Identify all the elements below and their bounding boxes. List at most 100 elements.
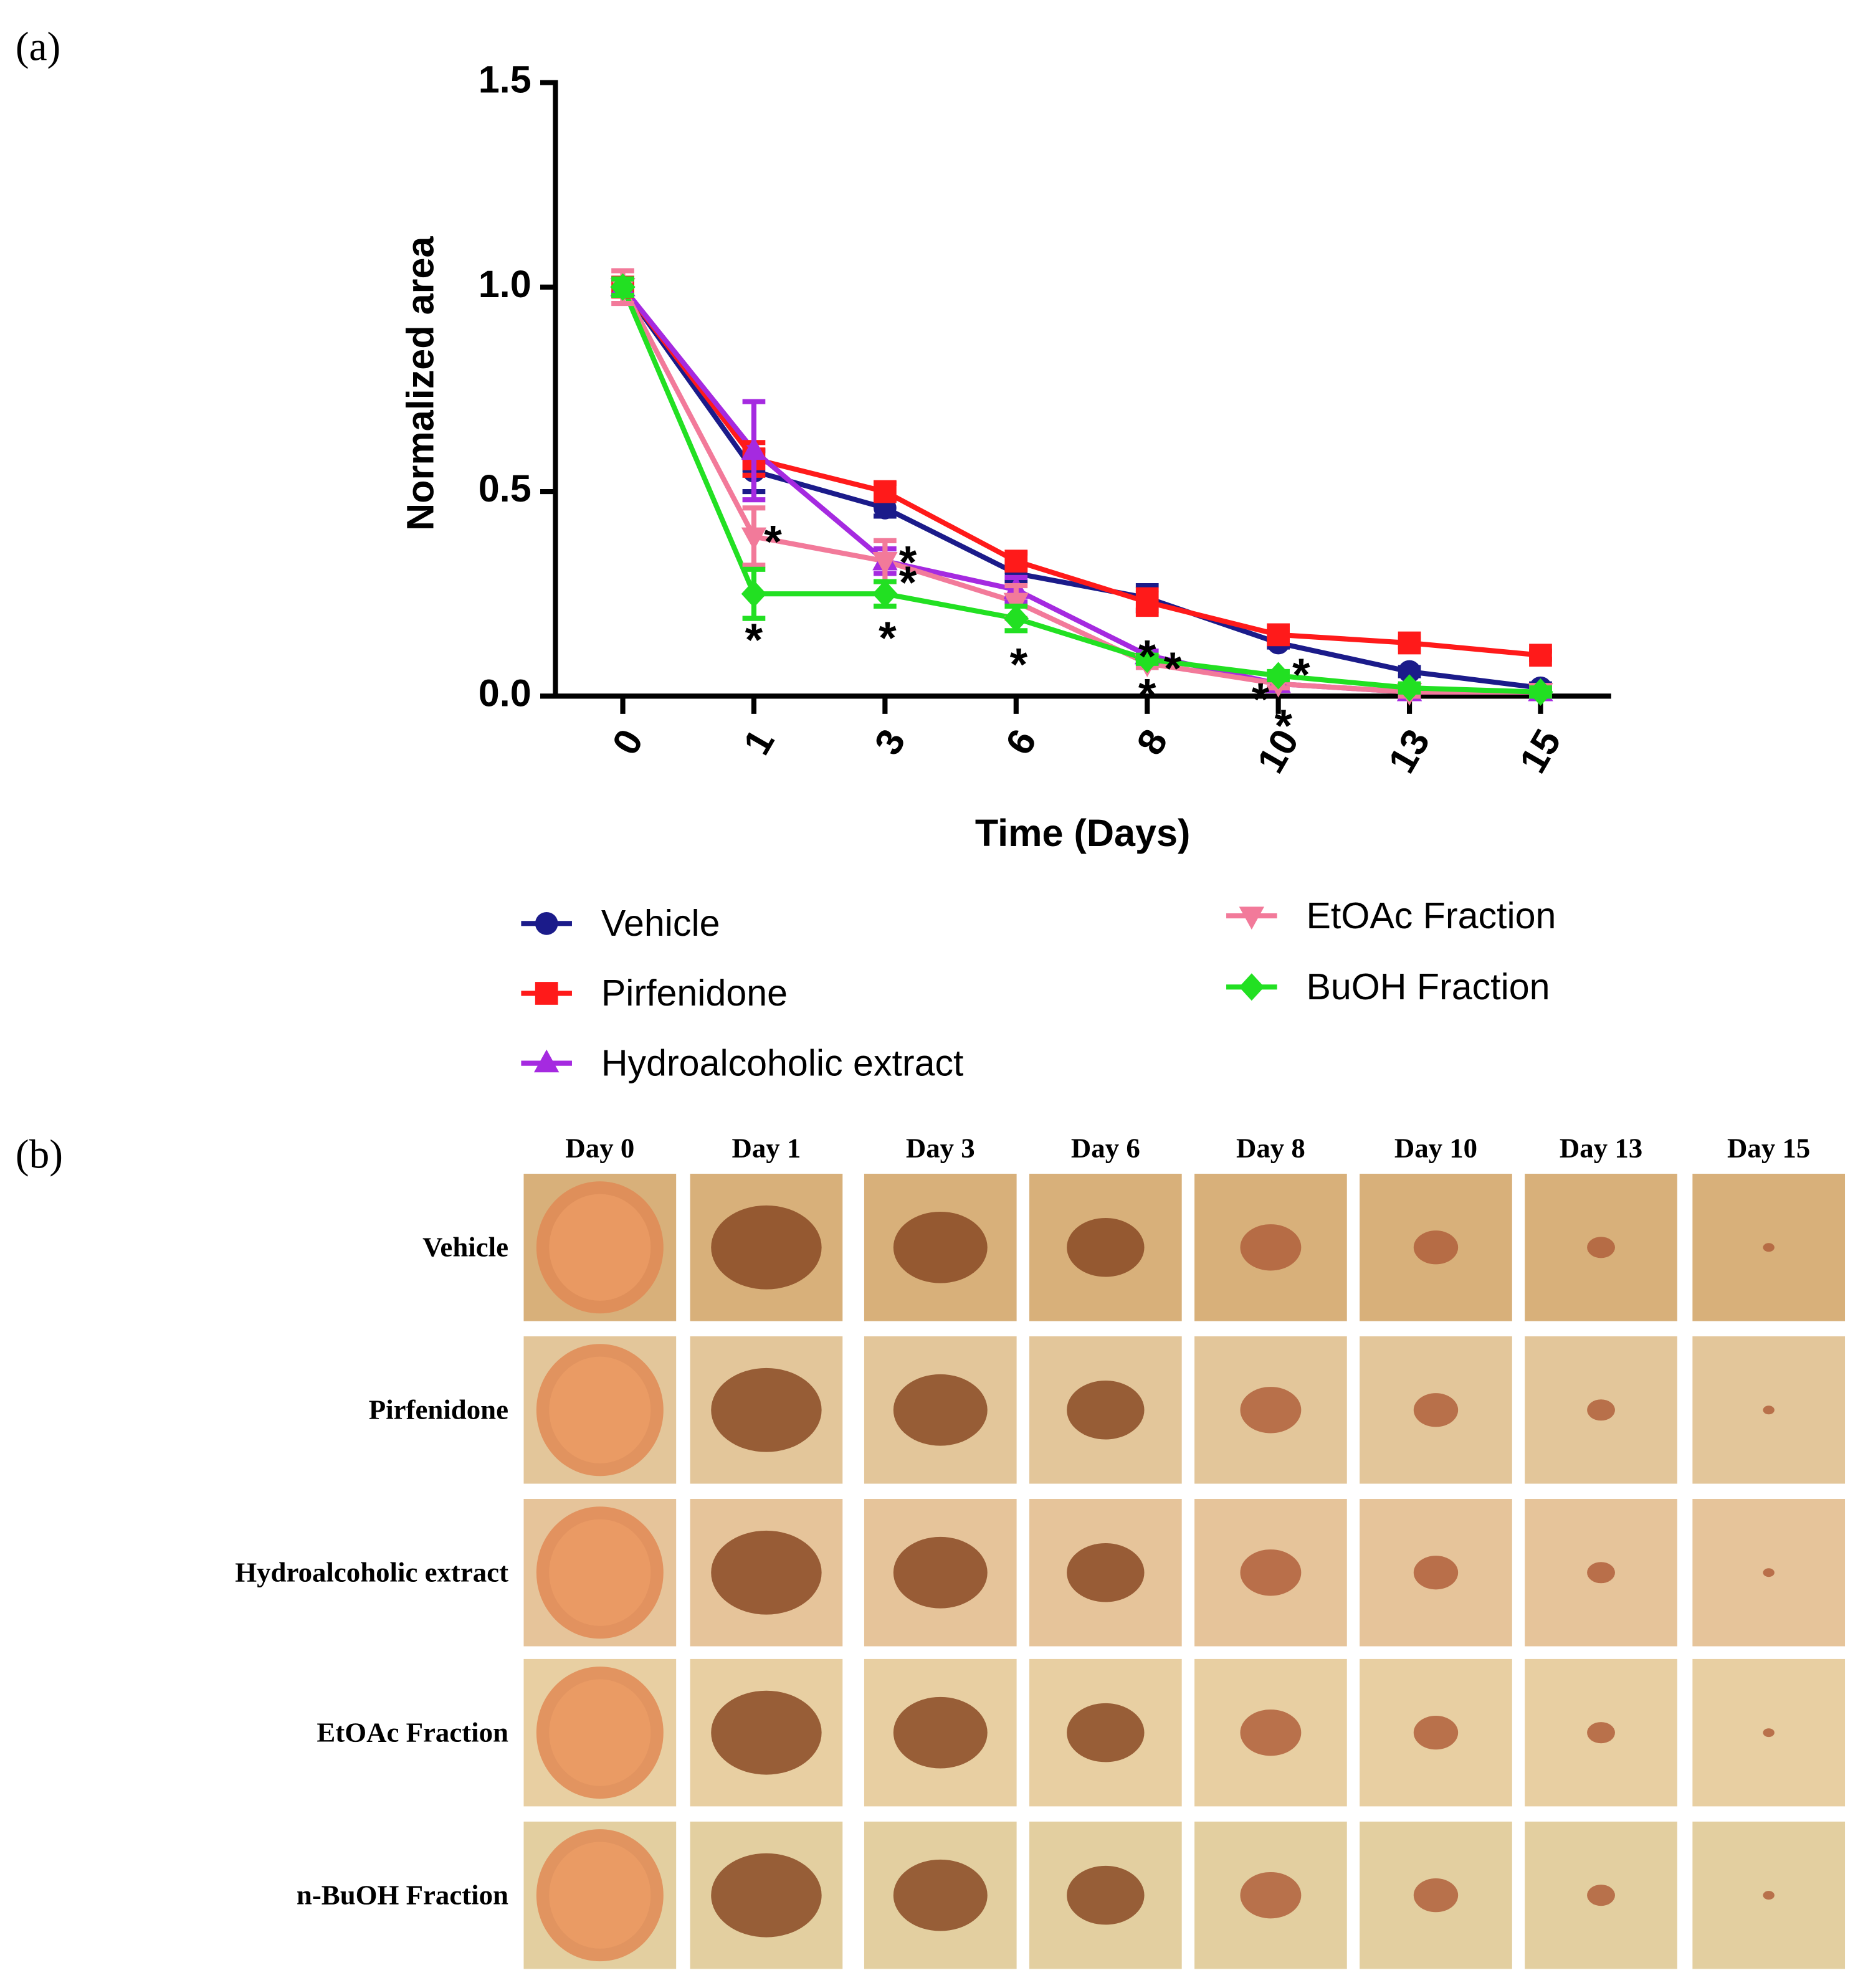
point (1265, 662, 1291, 690)
x-tick-label: 15 (1511, 722, 1569, 780)
wound (893, 1374, 988, 1446)
point (1528, 678, 1553, 706)
column-header: Day 1 (731, 1133, 801, 1164)
y-tick-label: 1.5 (479, 59, 531, 101)
row-label: Pirfenidone (369, 1394, 508, 1425)
annotation: * (899, 536, 917, 587)
annotation: * (1292, 649, 1310, 700)
wound (1240, 1549, 1302, 1596)
column-header: Day 8 (1236, 1133, 1305, 1164)
point (872, 552, 898, 575)
wound (1067, 1218, 1145, 1277)
series-line (620, 286, 1541, 695)
wound (711, 1530, 822, 1615)
x-tick-label: 1 (735, 722, 783, 761)
point (1135, 591, 1159, 614)
point (741, 437, 767, 460)
annotation: * (1138, 670, 1156, 721)
annotation: * (1010, 639, 1028, 690)
wound (1067, 1381, 1145, 1440)
point (1239, 906, 1265, 930)
wound (1413, 1556, 1459, 1590)
wound (1587, 1237, 1615, 1258)
panel-label: (a) (16, 25, 60, 70)
wound (1587, 1722, 1615, 1744)
x-tick-label: 0 (604, 722, 651, 761)
wound (1240, 1224, 1302, 1271)
point (535, 911, 558, 935)
wound (1763, 1405, 1775, 1415)
wound (893, 1536, 988, 1609)
column-header: Day 15 (1727, 1133, 1810, 1164)
wound (711, 1690, 822, 1775)
wound (1587, 1885, 1615, 1906)
wound (1067, 1865, 1145, 1925)
point (1135, 645, 1160, 673)
annotation: * (899, 557, 917, 608)
wound-sheen (549, 1679, 651, 1786)
column-header: Day 3 (906, 1133, 975, 1164)
wound (1413, 1878, 1459, 1913)
series-line (620, 285, 1541, 695)
annotation: * (1275, 700, 1293, 751)
point (1398, 660, 1421, 683)
wound (1413, 1716, 1459, 1750)
row-label: EtOAc Fraction (317, 1717, 508, 1748)
wound (1763, 1891, 1775, 1900)
wound (1763, 1243, 1775, 1252)
wound (711, 1205, 822, 1290)
point (1529, 644, 1552, 667)
wound (1587, 1562, 1615, 1584)
point (1398, 631, 1421, 655)
x-tick-label: 6 (998, 722, 1045, 761)
point (1396, 674, 1422, 702)
x-tick-label: 13 (1380, 722, 1438, 780)
point (874, 480, 897, 503)
row-label: Hydroalcoholic extract (235, 1557, 508, 1588)
row-label: n-BuOH Fraction (297, 1880, 508, 1911)
wound (1240, 1871, 1302, 1919)
x-axis-title: Time (Days) (975, 812, 1191, 854)
series-line (621, 285, 1541, 691)
wound-sheen (549, 1194, 651, 1301)
point (741, 527, 767, 551)
wound (1240, 1709, 1302, 1756)
point (1004, 549, 1028, 573)
wound (1763, 1568, 1775, 1577)
y-tick-label: 0.5 (479, 467, 531, 510)
annotation: * (1252, 673, 1270, 725)
point (535, 982, 558, 1005)
wound (1067, 1703, 1145, 1762)
wound (1413, 1230, 1459, 1265)
column-header: Day 13 (1560, 1133, 1642, 1164)
point (1267, 623, 1290, 647)
y-axis-title: Normalized area (399, 236, 442, 531)
legend-label: EtOAc Fraction (1306, 895, 1556, 936)
legend-label: Hydroalcoholic extract (601, 1042, 964, 1083)
point (1239, 973, 1265, 1001)
legend-label: BuOH Fraction (1306, 966, 1550, 1007)
panel-label: (b) (16, 1133, 63, 1177)
wound (711, 1367, 822, 1452)
annotation: * (879, 612, 897, 663)
point (610, 273, 636, 301)
annotation: * (764, 516, 782, 568)
legend-label: Pirfenidone (601, 972, 788, 1014)
wound-sheen (549, 1519, 651, 1626)
wound (1587, 1399, 1615, 1421)
wound (893, 1696, 988, 1769)
annotation: * (1164, 643, 1182, 694)
row-label: Vehicle (422, 1232, 508, 1263)
wound (1240, 1387, 1302, 1434)
wound (893, 1859, 988, 1931)
point (534, 1049, 560, 1073)
y-tick-label: 1.0 (479, 263, 531, 305)
wound-sheen (549, 1356, 651, 1463)
x-tick-label: 8 (1128, 722, 1176, 761)
legend-label: Vehicle (601, 902, 720, 944)
annotation: * (745, 614, 763, 665)
column-header: Day 0 (565, 1133, 634, 1164)
wound (1413, 1393, 1459, 1427)
wound (1067, 1543, 1145, 1602)
